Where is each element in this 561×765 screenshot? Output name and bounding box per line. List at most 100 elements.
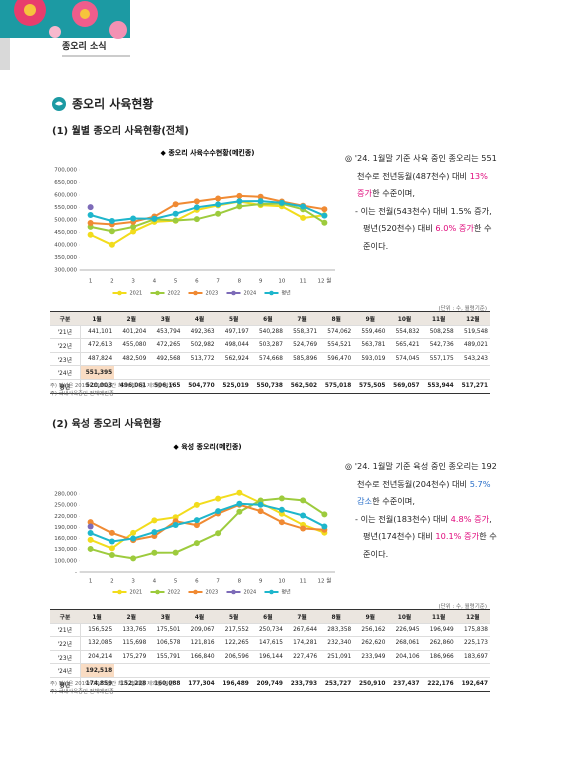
cell: '21년 — [50, 623, 81, 638]
cell: 565,421 — [387, 338, 422, 353]
point — [215, 195, 222, 202]
y-tick-label: 450,000 — [54, 230, 77, 236]
empty-cell — [319, 365, 354, 380]
cell: 455,080 — [114, 338, 149, 353]
text: 한 수준이다. — [363, 531, 497, 559]
point — [108, 529, 115, 536]
header-cell: 5월 — [216, 311, 251, 326]
cell: 520,003 — [80, 379, 115, 394]
x-tick-label: 3 — [131, 279, 135, 285]
header-cell: 구분 — [50, 609, 80, 624]
cell: 233,949 — [353, 650, 388, 665]
summary-paragraph: ◎ '24. 1월말 기준 사육 중인 종오리는 551천수로 전년동월(487… — [345, 150, 497, 203]
point — [257, 501, 264, 508]
unit: (단위 : 수, 월령기준) — [438, 306, 487, 312]
point — [321, 511, 328, 518]
subtitle: (1) 월별 종오리 사육현황(전체) — [52, 126, 189, 137]
header-cell: 1월 — [80, 311, 115, 326]
cell: 557,175 — [421, 352, 456, 367]
cell: 225,173 — [455, 636, 490, 651]
x-tick-label: 3 — [131, 579, 135, 585]
x-tick-label: 12 월 — [317, 277, 331, 285]
cell: 196,949 — [421, 623, 456, 638]
cell: 268,061 — [387, 636, 422, 651]
header-cell: 구분 — [50, 311, 80, 326]
highlight: 4.8% 증가 — [450, 513, 490, 524]
point — [321, 206, 328, 213]
cell: 492,568 — [148, 352, 183, 367]
y-tick-label: - — [75, 570, 77, 576]
point — [236, 198, 243, 205]
cell: 174,859 — [80, 677, 115, 692]
point — [300, 203, 307, 210]
cell: 253,727 — [319, 677, 354, 692]
summary-paragraph: ◎ '24. 1월말 기준 육성 중인 종오리는 192천수로 전년동월(204… — [345, 458, 497, 511]
point — [236, 192, 243, 199]
cell: 525,019 — [216, 379, 251, 394]
y-tick-label: 550,000 — [54, 205, 77, 211]
cell: 506,165 — [148, 379, 183, 394]
point — [236, 500, 243, 507]
point — [321, 219, 328, 226]
legend-label: 2021 — [130, 590, 143, 596]
text: 한 수준이며, — [372, 188, 415, 198]
header-cell: 5월 — [216, 609, 251, 624]
text: '24. 1월말 기준 육성 중인 종오리는 192천수로 전년동월(204천수… — [354, 461, 497, 489]
table-row: '21년 441,101 401,204 453,794 492,363 497,197 5… — [50, 325, 490, 340]
cell: 196,489 — [216, 677, 251, 692]
cell: 574,062 — [319, 325, 354, 340]
point — [130, 535, 137, 542]
cell: 166,840 — [182, 650, 217, 665]
point — [300, 214, 307, 221]
point — [87, 231, 94, 238]
cell: 558,371 — [284, 325, 320, 340]
legend-label: 2022 — [168, 590, 181, 596]
x-tick-label: 6 — [195, 279, 199, 285]
point — [108, 241, 115, 248]
cell: '24년 — [50, 365, 81, 380]
point — [300, 525, 307, 532]
point — [236, 508, 243, 515]
empty-cell — [216, 365, 251, 380]
point — [215, 210, 222, 217]
x-tick-label: 5 — [174, 279, 178, 285]
summary-paragraph: - 이는 전월(543천수) 대비 1.5% 증가, 평년(520천수) 대비 … — [345, 203, 497, 256]
legend-dot — [193, 589, 198, 595]
empty-cell — [114, 663, 149, 678]
point — [257, 193, 264, 200]
text: 한 수준이며, — [372, 496, 415, 506]
point — [172, 522, 179, 529]
cell: 122,265 — [216, 636, 251, 651]
cell: 206,596 — [216, 650, 251, 665]
unit: (단위 : 수, 월령기준) — [438, 604, 487, 610]
cell: 251,091 — [319, 650, 354, 665]
title-icon-bird — [55, 101, 63, 106]
text: '24. 1월말 기준 사육 중인 종오리는 551천수로 전년동월(487천수… — [354, 153, 497, 181]
point — [215, 495, 222, 502]
point — [108, 217, 115, 224]
cell: '24년 — [50, 663, 81, 678]
legend-dot — [117, 589, 122, 595]
x-tick-label: 10 — [278, 579, 285, 585]
cell: 226,945 — [387, 623, 422, 638]
cell: 472,613 — [80, 338, 115, 353]
cell: 401,204 — [114, 325, 149, 340]
cell: 186,966 — [421, 650, 456, 665]
table-row: '22년 132,085 115,698 106,578 121,816 122,265 1… — [50, 636, 490, 651]
header-cell: 3월 — [148, 609, 183, 624]
legend-label: 2024 — [244, 291, 257, 297]
empty-cell — [353, 663, 388, 678]
cell: 575,505 — [353, 379, 388, 394]
y-tick-label: 600,000 — [54, 193, 77, 199]
header-cell: 11월 — [421, 311, 456, 326]
cell: 233,793 — [284, 677, 320, 692]
legend-label: 평년 — [282, 290, 292, 297]
x-tick-label: 8 — [238, 579, 242, 585]
bullet: ◎ — [345, 153, 353, 163]
cell: 472,265 — [148, 338, 183, 353]
header-cell: 10월 — [387, 609, 422, 624]
cell: 504,770 — [182, 379, 217, 394]
y-tick-label: 250,000 — [54, 503, 77, 509]
point — [130, 555, 137, 562]
point — [193, 198, 200, 205]
